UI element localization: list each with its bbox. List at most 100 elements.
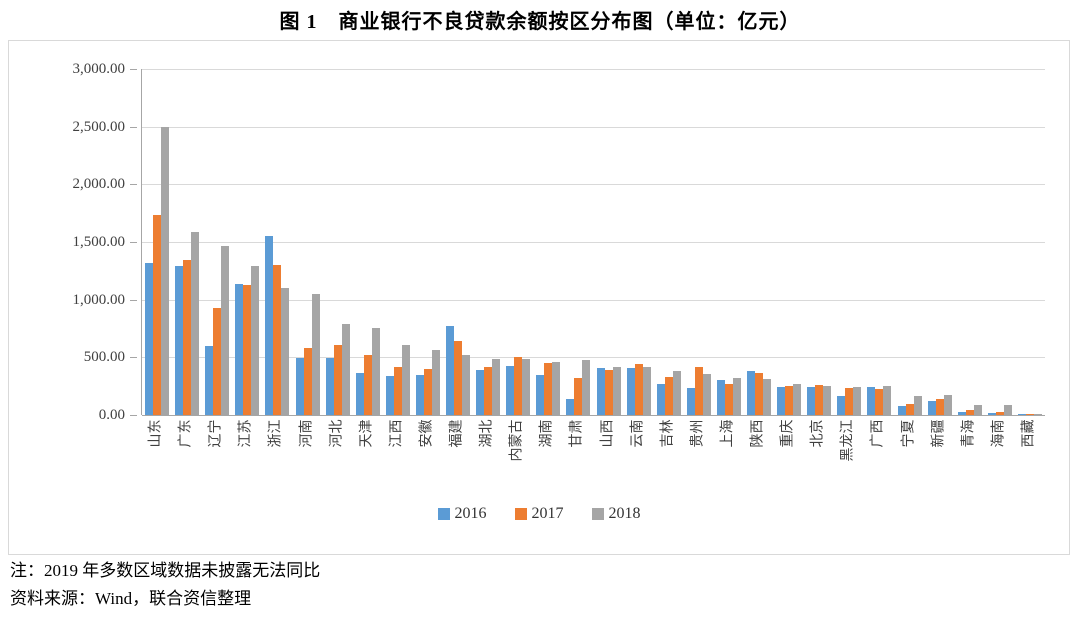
x-category-label: 西藏 xyxy=(1021,419,1037,448)
bar-2018-陕西 xyxy=(763,379,772,415)
bar-2018-江苏 xyxy=(251,266,260,415)
x-category-label: 云南 xyxy=(630,419,646,448)
bar-2017-贵州 xyxy=(694,367,703,415)
bar-2016-天津 xyxy=(355,373,364,415)
bar-2018-海南 xyxy=(1003,405,1012,415)
x-category-label: 青海 xyxy=(961,419,977,448)
x-category-label: 内蒙古 xyxy=(509,419,525,462)
y-axis-tick xyxy=(130,357,137,359)
bar-2018-甘肃 xyxy=(582,360,591,415)
bar-2018-浙江 xyxy=(281,288,290,415)
bar-2017-宁夏 xyxy=(905,404,914,415)
x-category-label: 海南 xyxy=(991,419,1007,448)
bar-2018-青海 xyxy=(973,405,982,415)
bar-2016-辽宁 xyxy=(205,346,214,415)
bar-2018-安徽 xyxy=(431,350,440,415)
bar-2016-湖南 xyxy=(536,375,545,415)
x-category-label: 新疆 xyxy=(931,419,947,448)
bar-2017-重庆 xyxy=(785,386,794,415)
gridline-2500 xyxy=(142,126,1045,128)
bar-2018-重庆 xyxy=(793,384,802,415)
x-category-label: 黑龙江 xyxy=(840,419,856,462)
bar-2017-浙江 xyxy=(273,265,282,415)
bar-2017-广西 xyxy=(875,389,884,415)
bar-2017-北京 xyxy=(815,385,824,415)
footnotes: 注：2019 年多数区域数据未披露无法同比 资料来源：Wind，联合资信整理 xyxy=(10,557,1070,613)
bar-2018-宁夏 xyxy=(913,396,922,415)
x-category-label: 辽宁 xyxy=(208,419,224,448)
bar-2016-海南 xyxy=(987,413,996,415)
bar-2018-西藏 xyxy=(1033,414,1042,415)
bar-2017-江西 xyxy=(393,367,402,415)
gridline-1500 xyxy=(142,242,1045,243)
bar-2016-山东 xyxy=(145,263,154,415)
y-tick-label: 2,000.00 xyxy=(72,176,126,193)
gridline-1000 xyxy=(142,299,1045,301)
y-tick-label: 500.00 xyxy=(83,349,125,366)
x-category-label: 广西 xyxy=(870,419,886,448)
bar-2016-重庆 xyxy=(777,387,786,415)
bar-2016-上海 xyxy=(716,380,725,415)
bar-2016-黑龙江 xyxy=(837,396,846,415)
legend-item-2016: 2016 xyxy=(437,505,487,523)
footnote-comparability: 注：2019 年多数区域数据未披露无法同比 xyxy=(10,561,321,580)
bar-2017-山东 xyxy=(153,215,162,415)
y-axis-tick xyxy=(130,69,137,70)
gridline-2000 xyxy=(142,184,1045,186)
bar-2017-吉林 xyxy=(664,377,673,415)
bar-2018-天津 xyxy=(371,328,380,415)
bar-2016-山西 xyxy=(596,368,605,415)
bar-2016-新疆 xyxy=(927,401,936,415)
bar-2018-贵州 xyxy=(702,374,711,415)
bar-2017-福建 xyxy=(454,341,463,415)
bar-2018-河南 xyxy=(311,294,320,415)
x-category-label: 贵州 xyxy=(690,419,706,448)
bar-2016-河北 xyxy=(325,358,334,415)
bar-2018-北京 xyxy=(823,386,832,415)
bar-2016-广西 xyxy=(867,387,876,415)
chart-area: 2016 2017 2018 0.00 500.00 1,000.00 1,500.0… xyxy=(8,40,1070,555)
bar-2017-内蒙古 xyxy=(514,357,523,415)
x-axis-line xyxy=(142,415,1045,416)
bar-2016-陕西 xyxy=(747,371,756,415)
legend-label-2017: 2017 xyxy=(531,505,564,522)
x-category-label: 宁夏 xyxy=(901,419,917,448)
bar-2018-云南 xyxy=(642,367,651,415)
bar-2016-江西 xyxy=(385,376,394,415)
bar-2017-陕西 xyxy=(755,373,764,415)
x-category-label: 福建 xyxy=(449,419,465,448)
bar-2016-云南 xyxy=(626,368,635,415)
footnote-source: 资料来源：Wind，联合资信整理 xyxy=(10,589,252,608)
x-category-label: 上海 xyxy=(720,419,736,448)
bar-2017-安徽 xyxy=(423,369,432,415)
y-tick-label: 1,500.00 xyxy=(72,234,126,250)
x-category-label: 甘肃 xyxy=(569,419,585,448)
y-tick-label: 3,000.00 xyxy=(72,61,126,77)
x-category-label: 陕西 xyxy=(750,419,766,448)
bar-2016-吉林 xyxy=(656,384,665,415)
bar-2017-云南 xyxy=(634,364,643,415)
x-category-label: 河北 xyxy=(329,419,345,448)
x-category-label: 湖北 xyxy=(479,419,495,448)
bar-2018-上海 xyxy=(732,378,741,415)
bar-2016-江苏 xyxy=(235,284,244,415)
gridline-500 xyxy=(142,357,1045,359)
bar-2017-青海 xyxy=(965,410,974,415)
bar-2018-吉林 xyxy=(672,371,681,415)
legend-swatch-2018 xyxy=(591,508,604,520)
bar-2018-山西 xyxy=(612,367,621,415)
x-category-label: 湖南 xyxy=(539,419,555,448)
y-axis-tick xyxy=(130,415,137,416)
x-category-label: 浙江 xyxy=(268,419,284,448)
bar-2018-湖北 xyxy=(492,359,501,415)
bar-2016-宁夏 xyxy=(897,406,906,415)
bar-2016-湖北 xyxy=(476,370,485,415)
y-axis-tick xyxy=(130,242,137,243)
bar-2016-西藏 xyxy=(1017,414,1026,415)
bar-2017-辽宁 xyxy=(213,308,222,415)
bar-2016-北京 xyxy=(807,387,816,415)
y-tick-label: 0.00 xyxy=(98,407,125,423)
x-category-label: 河南 xyxy=(299,419,315,448)
bar-2017-广东 xyxy=(183,260,192,415)
